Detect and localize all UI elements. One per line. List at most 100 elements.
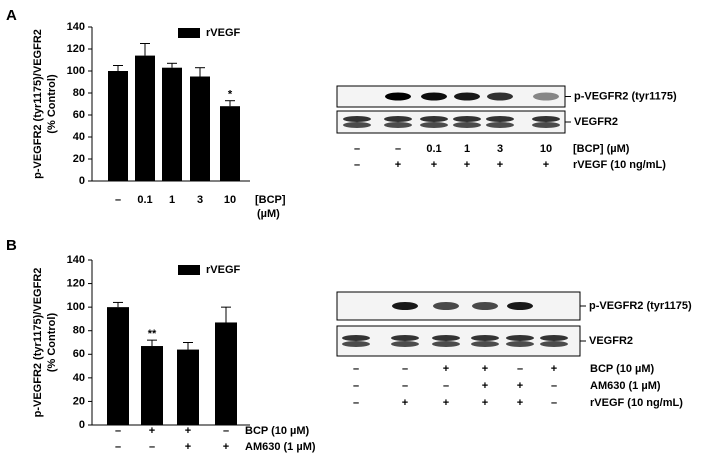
y-axis-label: (% Control) [46, 313, 58, 373]
lane-sign: – [402, 380, 408, 392]
lane-sign: + [395, 159, 401, 171]
x-tick-label: – [115, 425, 121, 437]
lane-sign: + [402, 397, 408, 409]
blot-band [471, 335, 499, 341]
lane-sign: + [551, 363, 557, 375]
blot-band [421, 92, 447, 101]
lane-sign: – [395, 143, 401, 155]
blot-band [540, 341, 568, 347]
lane-sign: 10 [540, 143, 552, 155]
blot-band [384, 116, 412, 122]
y-tick-label: 40 [73, 372, 85, 384]
x-tick-label: + [223, 441, 229, 453]
blot-band [420, 116, 448, 122]
x-tick-label: 3 [197, 194, 203, 206]
row-label: BCP (10 µM) [590, 363, 655, 375]
blot-band [420, 122, 448, 128]
blot-band [343, 122, 371, 128]
blot-band [486, 122, 514, 128]
x-axis-label: (µM) [257, 208, 280, 220]
y-tick-label: 0 [79, 419, 85, 431]
bar [135, 55, 155, 181]
y-axis-label: p-VEGFR2 (tyr1175)/VEGFR2 [32, 29, 44, 179]
bar [190, 76, 210, 181]
row-label: rVEGF (10 ng/mL) [590, 397, 683, 409]
bar [108, 71, 128, 181]
y-tick-label: 40 [73, 131, 85, 143]
blot-frame [336, 85, 566, 108]
lane-sign: – [402, 363, 408, 375]
blot-band [507, 302, 533, 310]
x-tick-label: – [149, 441, 155, 453]
y-tick-label: 80 [73, 325, 85, 337]
lane-sign: + [482, 363, 488, 375]
x-tick-label: 1 [169, 194, 175, 206]
row-label: AM630 (1 µM) [245, 441, 316, 453]
blot-frame [336, 325, 581, 357]
blot-frame [336, 110, 566, 134]
y-tick-label: 60 [73, 109, 85, 121]
lane-sign: – [551, 380, 557, 392]
y-tick-label: 120 [67, 43, 85, 55]
lane-sign: + [497, 159, 503, 171]
significance: * [228, 89, 233, 101]
lane-sign: – [517, 363, 523, 375]
x-tick-label: + [185, 425, 191, 437]
legend-swatch [178, 28, 200, 38]
lane-sign: + [517, 380, 523, 392]
blot-band [506, 335, 534, 341]
x-tick-label: – [115, 194, 121, 206]
blot-band [472, 302, 498, 310]
panel-label: A [6, 7, 17, 24]
band-label: p-VEGFR2 (tyr1175) [574, 90, 677, 102]
significance: ** [148, 328, 157, 340]
y-tick-label: 0 [79, 175, 85, 187]
band-label: VEGFR2 [574, 116, 618, 128]
lane-sign: – [354, 159, 360, 171]
blot-band [433, 302, 459, 310]
lane-sign: + [482, 380, 488, 392]
lane-sign: – [443, 380, 449, 392]
bar [220, 106, 240, 181]
lane-sign: + [431, 159, 437, 171]
y-tick-label: 80 [73, 87, 85, 99]
blot-band [533, 92, 559, 101]
blot-band [532, 122, 560, 128]
blot-band [532, 116, 560, 122]
lane-sign: – [551, 397, 557, 409]
blot-band [342, 341, 370, 347]
lane-sign: + [543, 159, 549, 171]
bar [107, 307, 129, 425]
y-axis-label: (% Control) [46, 74, 58, 134]
x-tick-label: + [149, 425, 155, 437]
x-tick-label: – [115, 441, 121, 453]
blot-band [471, 341, 499, 347]
y-axis-label: p-VEGFR2 (tyr1175)/VEGFR2 [32, 268, 44, 418]
blot-band [391, 335, 419, 341]
blot-band [432, 335, 460, 341]
lane-sign: 1 [464, 143, 470, 155]
blot-band [453, 116, 481, 122]
lane-sign: 0.1 [426, 143, 441, 155]
blot-band [385, 92, 411, 101]
blot-band [486, 116, 514, 122]
bar [215, 322, 237, 425]
x-tick-label: – [223, 425, 229, 437]
lane-sign: – [354, 143, 360, 155]
x-tick-label: + [185, 441, 191, 453]
band-label: VEGFR2 [589, 335, 633, 347]
bar [177, 349, 199, 425]
bar [141, 346, 163, 425]
band-label: p-VEGFR2 (tyr1175) [589, 300, 692, 312]
lane-sign: + [443, 397, 449, 409]
lane-sign: 3 [497, 143, 503, 155]
lane-sign: + [482, 397, 488, 409]
legend-label: rVEGF [206, 27, 241, 39]
legend-label: rVEGF [206, 264, 241, 276]
lane-sign: – [353, 380, 359, 392]
bar [162, 67, 182, 181]
y-tick-label: 60 [73, 348, 85, 360]
blot-band [432, 341, 460, 347]
blot-band [487, 92, 513, 101]
